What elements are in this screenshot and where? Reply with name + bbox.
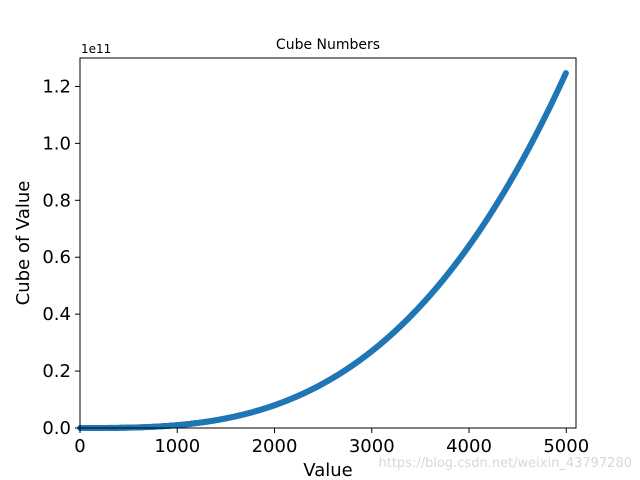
y-axis-label: Cube of Value — [13, 181, 34, 306]
y-tick-label: 0.4 — [42, 304, 71, 325]
x-axis-ticks: 0 1000 2000 3000 4000 5000 — [74, 428, 589, 457]
x-tick-label: 5000 — [543, 436, 589, 457]
scatter-point — [562, 70, 569, 77]
x-tick-label: 0 — [74, 436, 85, 457]
y-tick-label: 1.0 — [42, 133, 71, 154]
x-axis-label: Value — [303, 460, 352, 480]
y-tick-label: 0.8 — [42, 190, 71, 211]
x-tick-label: 1000 — [154, 436, 200, 457]
y-tick-label: 0.2 — [42, 361, 71, 382]
y-axis-offset-label: 1e11 — [81, 42, 111, 56]
y-tick-label: 1.2 — [42, 76, 71, 97]
x-tick-label: 4000 — [446, 436, 492, 457]
series-scatter — [77, 70, 569, 431]
x-tick-label: 3000 — [349, 436, 395, 457]
x-tick-label: 2000 — [252, 436, 298, 457]
y-tick-label: 0.0 — [42, 418, 71, 439]
watermark-text: https://blog.csdn.net/weixin_43797280 — [378, 456, 632, 471]
plot-frame — [79, 57, 577, 429]
y-axis-ticks: 0.0 0.2 0.4 0.6 0.8 1.0 1.2 — [42, 76, 80, 439]
chart-title: Cube Numbers — [276, 37, 380, 53]
y-tick-label: 0.6 — [42, 247, 71, 268]
